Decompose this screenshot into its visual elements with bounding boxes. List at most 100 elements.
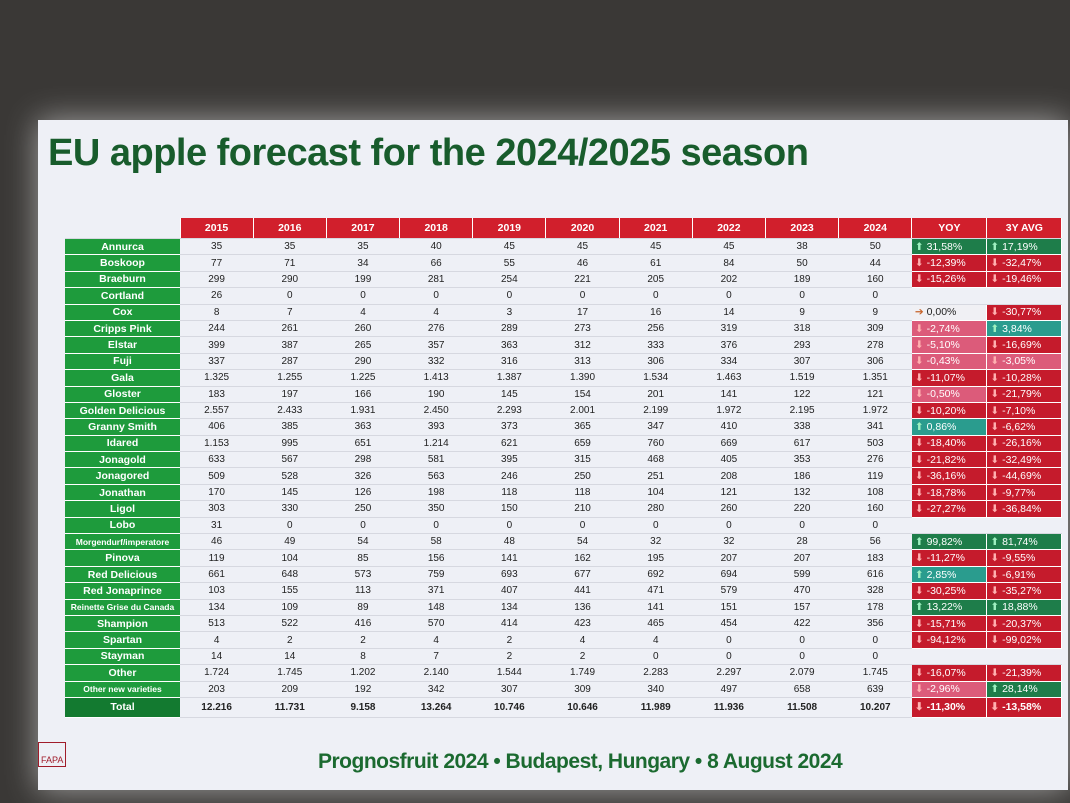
cell-value: 220 [765,500,839,518]
cell-value: 208 [692,467,766,485]
cell-value: 0 [472,517,546,535]
table-row: Jonathan170145126198118118104121132108-1… [65,484,1063,502]
row-label: Ligol [65,500,180,518]
cell-value: 0 [326,287,400,305]
cell-value: 121 [692,484,766,502]
cell-value: 1.749 [545,664,620,682]
cell-value: 470 [765,582,839,600]
cell-value: 0 [545,287,620,305]
row-label: Cortland [65,287,180,305]
cell-value: 334 [692,353,766,371]
yoy-change: -11,07% [911,369,988,387]
cell-value: 162 [545,549,620,567]
avg-change: -21,79% [986,386,1063,403]
cell-value: 2 [472,631,546,649]
cell-value: 350 [399,500,473,518]
cell-value: 2.001 [545,402,620,420]
table-row: Other 1.724 1.745 1.202 2.140 1.544 1.749 2.283… [65,664,1063,682]
cell-value: 3 [472,304,546,321]
cell-value: 1.214 [399,435,473,453]
cell-value: 199 [326,271,400,289]
cell-value: 265 [326,336,400,354]
cell-value: 89 [326,599,400,616]
table-row: Lobo 31 0 0 0 0 0 0 0 0 0 [65,517,1062,535]
empty-cell [911,648,987,666]
cell-value: 318 [765,320,839,338]
cell-value: 307 [765,353,839,371]
empty-cell [986,517,1062,535]
cell-value: 281 [399,271,473,289]
cell-value: 330 [253,500,327,518]
cell-value: 71 [253,254,327,272]
avg-change: -32,49% [986,451,1063,469]
cell-value: 254 [472,271,546,289]
cell-value: 0 [253,517,327,535]
cell-value: 11.936 [692,697,766,718]
avg-change: 81,74% [986,533,1063,551]
cell-value: 338 [765,418,839,436]
cell-value: 399 [180,336,254,354]
row-label: Spartan [65,631,180,649]
row-label: Gloster [65,386,180,403]
cell-value: 104 [253,549,327,567]
cell-value: 2.195 [765,402,839,420]
table-row: Elstar399387265357363312333376293278-5,1… [65,336,1063,354]
table-row: Stayman 14 14 8 7 2 2 0 0 0 0 [65,648,1062,666]
cell-value: 31 [180,517,254,535]
cell-value: 407 [472,582,546,600]
cell-value: 293 [765,336,839,354]
row-label: Red Jonaprince [65,582,180,600]
empty-cell [911,287,987,305]
cell-value: 0 [765,648,839,666]
cell-value: 45 [619,238,693,256]
cell-value: 141 [692,386,766,403]
avg-change: -32,47% [986,254,1063,272]
cell-value: 160 [838,271,912,289]
row-label: Other new varieties [65,681,180,698]
column-header: 2024 [838,218,913,239]
cell-value: 132 [765,484,839,502]
avg-change: -10,28% [986,369,1063,387]
cell-value: 332 [399,353,473,371]
cell-value: 2.199 [619,402,693,420]
cell-value: 333 [619,336,693,354]
cell-value: 261 [253,320,327,338]
cell-value: 7 [399,648,473,666]
cell-value: 570 [399,615,473,633]
row-label: Jonagored [65,467,180,485]
cell-value: 639 [838,681,912,698]
cell-value: 0 [838,648,912,666]
yoy-change: -15,26% [911,271,988,289]
cell-value: 528 [253,467,327,485]
cell-value: 465 [619,615,693,633]
cell-value: 32 [692,533,766,551]
cell-value: 290 [253,271,327,289]
cell-value: 1.325 [180,369,254,387]
cell-value: 260 [692,500,766,518]
cell-value: 118 [545,484,620,502]
cell-value: 694 [692,566,766,584]
cell-value: 260 [326,320,400,338]
cell-value: 186 [765,467,839,485]
cell-value: 12.216 [180,697,254,718]
cell-value: 2 [253,631,327,649]
cell-value: 648 [253,566,327,584]
cell-value: 49 [253,533,327,551]
cell-value: 145 [253,484,327,502]
cell-value: 1.413 [399,369,473,387]
header-row: 2015 2016 2017 2018 2019 2020 2021 2022 2023 2024… [65,218,1063,239]
cell-value: 1.931 [326,402,400,420]
row-label: Boskoop [65,254,180,272]
cell-value: 677 [545,566,620,584]
cell-value: 306 [619,353,693,371]
cell-value: 497 [692,681,766,698]
cell-value: 119 [838,467,912,485]
cell-value: 251 [619,467,693,485]
cell-value: 10.207 [838,697,912,718]
cell-value: 347 [619,418,693,436]
cell-value: 183 [838,549,912,567]
table-row: Idared 1.153 995 651 1.214 621 659 760 669 617 503… [65,435,1063,453]
cell-value: 9 [765,304,839,321]
cell-value: 16 [619,304,693,321]
cell-value: 289 [472,320,546,338]
